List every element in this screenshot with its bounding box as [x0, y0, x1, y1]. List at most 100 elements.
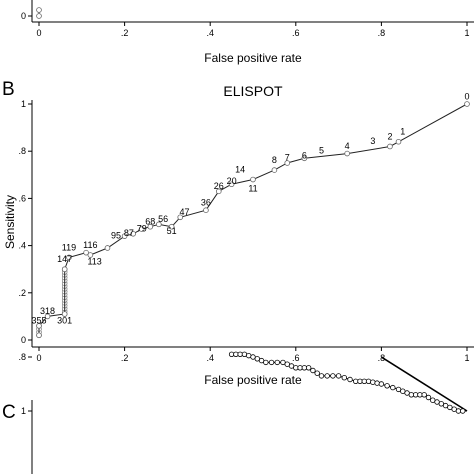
panel-c: C .8 1: [2, 351, 468, 474]
panel-c-data-point: [263, 359, 269, 366]
panel-c-data-point: [335, 373, 342, 379]
panel-b-data-point: [87, 252, 94, 258]
panel-a-y-tick-label: 0: [21, 11, 26, 21]
panel-c-data-point: [314, 370, 320, 376]
panel-b-data-point: [61, 266, 68, 273]
panel-b-data-point: [228, 181, 235, 188]
panel-c-data-point: [390, 384, 396, 391]
panel-b-data-point: [177, 214, 184, 221]
panel-b-x-tick-label: .2: [121, 353, 129, 363]
panel-b-data-point: [250, 176, 256, 183]
panel-a-x-tick-label: .6: [292, 28, 300, 38]
panel-c-data-point: [421, 392, 427, 398]
panel-b-y-tick-label: 0: [21, 335, 26, 345]
panel-c-data-point: [374, 380, 380, 386]
panel-a-x-tick-label: .4: [206, 28, 214, 38]
panel-b-data-point: [395, 138, 402, 145]
panel-b-point-label: 79: [137, 223, 147, 233]
panel-b-data-point: [138, 226, 145, 232]
panel-b-data-point: [271, 167, 278, 173]
panel-c-data-point: [330, 373, 336, 379]
panel-b-data-point: [387, 143, 393, 150]
panel-b-point-label: 87: [124, 228, 134, 238]
panel-c-data-point: [305, 365, 312, 371]
panel-b-point-label: 56: [158, 214, 168, 224]
panel-b-point-label: 2: [387, 131, 392, 141]
panel-b-x-ticks: 0 .2 .4 .6 .8 1: [36, 347, 470, 363]
panel-b-data-point: [301, 155, 308, 162]
panel-b-data-point: [284, 160, 291, 166]
panel-b-point-label: 14: [235, 164, 245, 174]
panel-b-point-label: 11: [248, 183, 257, 193]
panel-b-data-point: [130, 231, 136, 237]
panel-c-data-point: [365, 378, 372, 384]
panel-b-data-point: [156, 221, 162, 228]
panel-b-data-point: [66, 254, 72, 261]
panel-a-x-tick-label: 0: [36, 28, 41, 38]
panel-b-y-ticks: 0 .2 .4 .6 .8 1: [18, 99, 32, 345]
panel-a-x-tick-label: .8: [378, 28, 386, 38]
panel-b-data-point: [83, 249, 89, 256]
panel-b-point-label: 301: [57, 315, 72, 325]
panel-a-x-axis-title: False positive rate: [204, 51, 302, 65]
panel-b-point-label: 20: [227, 176, 237, 186]
panel-b-point-label: 6: [302, 150, 307, 160]
panel-c-data-point: [268, 359, 275, 366]
panel-c-data-point: [384, 383, 390, 389]
panel-c-data-point: [425, 394, 432, 401]
panel-b-data-point: [121, 233, 128, 239]
panel-a-x-tick-label: .2: [121, 28, 129, 38]
panel-c-series: [228, 351, 468, 414]
panel-a-y-ticks: 0: [21, 11, 32, 21]
panel-b-series: [36, 101, 470, 339]
panel-c-y-tick-label: .8: [18, 352, 26, 362]
panel-a-data-point: [36, 13, 42, 19]
panel-b-series-line: [38, 103, 468, 336]
panel-b-point-label: 147: [57, 254, 72, 264]
panel-a: 0 .2 .4 .6 .8 1 0 False positive rate: [21, 0, 474, 65]
panel-c-data-point: [341, 375, 348, 381]
panel-b-y-tick-label: .2: [18, 288, 26, 298]
panel-c-y-ticks: .8 1: [18, 352, 32, 416]
panel-b-point-label: 36: [201, 197, 211, 207]
panel-b-point-label: 1: [400, 127, 405, 137]
panel-b-y-tick-label: .8: [18, 146, 26, 156]
panel-a-x-tick-label: 1: [464, 28, 469, 38]
panel-b-point-label: 95: [111, 231, 121, 241]
panel-b-x-axis-title: False positive rate: [204, 373, 302, 387]
panel-c-data-point: [347, 376, 353, 383]
panel-a-series: [36, 7, 42, 19]
panel-b-point-label: 51: [167, 226, 177, 236]
panel-b-y-tick-label: 1: [21, 99, 26, 109]
panel-b-data-point: [61, 311, 68, 317]
panel-c-data-point: [378, 381, 385, 387]
panel-b-point-label: 116: [83, 240, 97, 250]
panel-b-data-point: [464, 101, 470, 107]
panel-a-x-ticks: 0 .2 .4 .6 .8 1: [36, 22, 470, 38]
panel-c-data-point: [324, 373, 330, 379]
panel-b-data-point: [344, 150, 350, 157]
panel-b-letter: B: [2, 79, 15, 100]
panel-b-point-label: 318: [40, 306, 55, 316]
panel-b-point-label: 5: [319, 146, 324, 156]
panel-b-point-label: 0: [464, 91, 469, 101]
panel-b-point-label: 113: [87, 256, 101, 266]
panel-b-y-tick-label: .6: [18, 193, 26, 203]
panel-b-data-point: [44, 313, 51, 320]
panel-b-point-label: 68: [145, 216, 155, 226]
panel-b-point-label: 8: [272, 155, 277, 165]
panel-b-point-label: 26: [214, 181, 224, 191]
panel-b-point-label: 4: [345, 141, 350, 151]
panel-b-data-point: [36, 332, 42, 339]
panel-c-data-point: [460, 408, 466, 414]
panel-b-y-tick-label: .4: [18, 241, 26, 251]
panel-b: B ELISPOT 0.2.4.6.8 1 0.2.4.6.81 35531830…: [2, 79, 474, 387]
panel-c-letter: C: [2, 402, 16, 423]
panel-b-x-tick-label: .6: [292, 353, 300, 363]
panel-c-y-tick-label: 1: [21, 406, 26, 416]
panel-b-x-tick-label: 0: [36, 353, 41, 363]
panel-b-title: ELISPOT: [223, 83, 283, 99]
panel-b-y-axis-title: Sensitivity: [3, 195, 17, 249]
